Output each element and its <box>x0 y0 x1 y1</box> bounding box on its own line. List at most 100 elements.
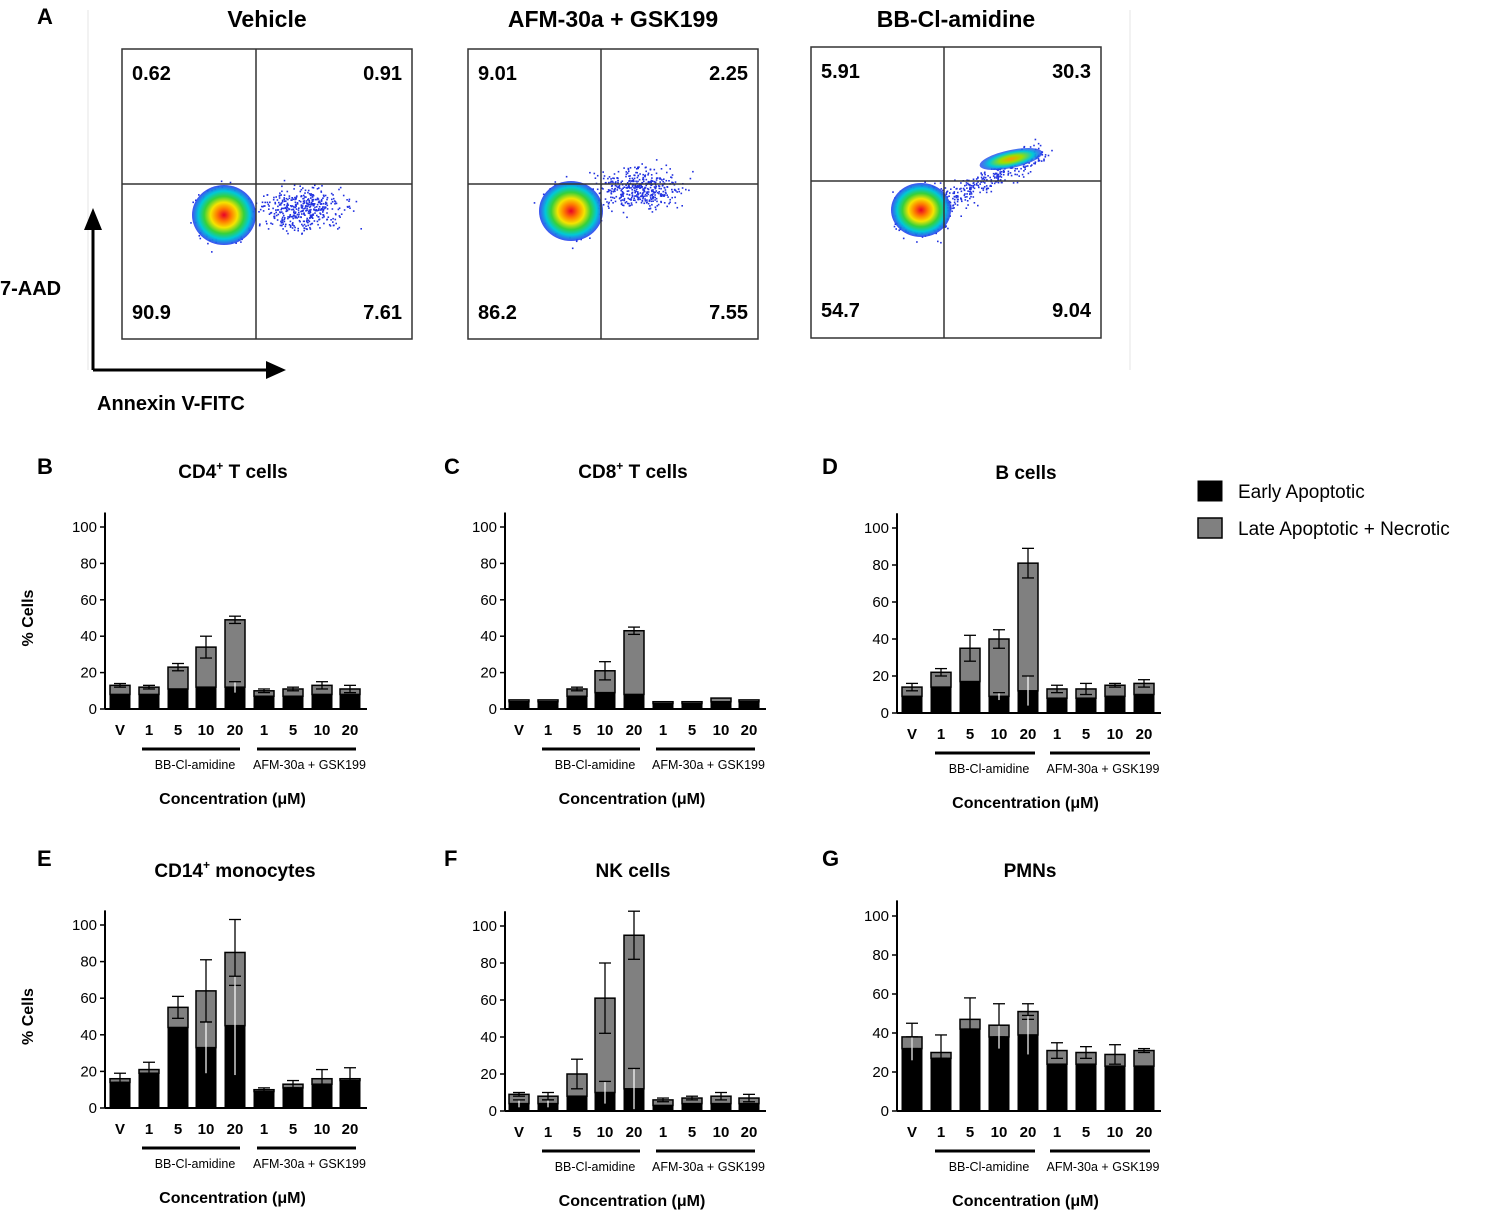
x-tick-label: 20 <box>1020 726 1037 743</box>
x-tick-label: 20 <box>1136 726 1153 743</box>
x-tick-label: 1 <box>937 726 945 743</box>
bar-early <box>1046 697 1068 714</box>
legend: Early Apoptotic Late Apoptotic + Necroti… <box>1197 480 1450 540</box>
x-tick-label: 1 <box>937 1124 945 1141</box>
panel-letter-f: F <box>444 846 457 871</box>
bar-early <box>311 1083 333 1109</box>
y-tick-label: 40 <box>872 631 889 648</box>
y-tick-label: 80 <box>480 555 497 572</box>
y-tick-label: 0 <box>89 701 97 718</box>
x-tick-label: 10 <box>1107 1124 1124 1141</box>
x-axis-label: Concentration (μM) <box>559 791 706 808</box>
bar-early <box>710 1103 732 1112</box>
bar-early <box>930 686 952 714</box>
bar-early <box>959 1028 981 1112</box>
chart-title: CD14+ monocytes <box>154 858 315 882</box>
bar-early <box>959 681 981 714</box>
x-tick-label: 1 <box>544 1124 552 1141</box>
x-tick-label: 5 <box>966 1124 974 1141</box>
x-tick-label: 10 <box>713 1124 730 1141</box>
y-tick-label: 60 <box>480 592 497 609</box>
bar-early <box>339 1080 361 1109</box>
panel-letter-a: A <box>37 4 53 29</box>
y-tick-label: 100 <box>472 918 497 935</box>
chart-title: CD8+ T cells <box>578 459 687 483</box>
chart-title: CD4+ T cells <box>178 459 287 483</box>
bar-early <box>138 1072 160 1109</box>
flow-density-hotspot <box>979 147 1043 171</box>
legend-swatch-early <box>1197 480 1223 502</box>
x-tick-label: 20 <box>227 1121 244 1138</box>
y-tick-label: 100 <box>72 917 97 934</box>
x-tick-label: 20 <box>626 1124 643 1141</box>
bar-early <box>1133 694 1155 714</box>
bar-early <box>1104 695 1126 714</box>
x-tick-label: 1 <box>1053 726 1061 743</box>
bar-late <box>623 629 645 696</box>
panel-letter-g: G <box>822 846 839 871</box>
x-tick-label: 10 <box>314 1121 331 1138</box>
bar-early <box>930 1057 952 1112</box>
y-tick-label: 0 <box>489 1103 497 1120</box>
group-label-bb: BB-Cl-amidine <box>155 758 236 772</box>
panel-letter-b: B <box>37 454 53 479</box>
bar-early <box>1104 1065 1126 1112</box>
flow-plot-frame <box>810 46 1102 339</box>
y-tick-label: 80 <box>80 954 97 971</box>
x-tick-label: 10 <box>597 722 614 739</box>
bar-early <box>901 695 923 714</box>
y-tick-label: 80 <box>872 557 889 574</box>
bar-early <box>566 1095 588 1112</box>
y-tick-label: 0 <box>881 1103 889 1120</box>
x-tick-label: 5 <box>1082 1124 1090 1141</box>
bar-early <box>282 1087 304 1109</box>
y-tick-label: 40 <box>80 628 97 645</box>
x-tick-label: 10 <box>198 1121 215 1138</box>
bar-early <box>282 695 304 710</box>
group-label-afm: AFM-30a + GSK199 <box>652 1160 765 1174</box>
x-tick-label: 5 <box>1082 726 1090 743</box>
flow-plot-2: AFM-30a + GSK199 9.01 2.25 86.2 7.55 <box>467 6 759 340</box>
group-label-afm: AFM-30a + GSK199 <box>253 1157 366 1171</box>
flow-quadrant-ll: 54.7 <box>821 300 860 322</box>
panel-letter-d: D <box>822 454 838 479</box>
y-tick-label: 40 <box>480 628 497 645</box>
y-tick-label: 40 <box>80 1027 97 1044</box>
flow-quadrant-lr: 7.55 <box>709 302 748 324</box>
flow-plot-frame <box>121 48 413 340</box>
flow-plot-1: Vehicle 0.62 0.91 90.9 7.61 <box>121 6 413 340</box>
bar-early <box>681 703 703 710</box>
x-tick-label: 20 <box>227 722 244 739</box>
x-axis-label: Concentration (μM) <box>952 1193 1099 1210</box>
y-tick-label: 20 <box>80 665 97 682</box>
x-axis-label: Concentration (μM) <box>559 1193 706 1210</box>
x-tick-label: 10 <box>991 726 1008 743</box>
group-label-bb: BB-Cl-amidine <box>949 1160 1030 1174</box>
y-tick-label: 20 <box>480 665 497 682</box>
group-label-bb: BB-Cl-amidine <box>555 1160 636 1174</box>
flow-density-core <box>192 185 256 245</box>
y-tick-label: 80 <box>480 955 497 972</box>
bar-early <box>681 1103 703 1112</box>
y-tick-label: 20 <box>872 1064 889 1081</box>
x-tick-label: 10 <box>713 722 730 739</box>
bar-early <box>566 695 588 710</box>
y-tick-label: 80 <box>872 947 889 964</box>
y-tick-label: 40 <box>480 1029 497 1046</box>
bar-early <box>652 703 674 710</box>
x-tick-label: 5 <box>966 726 974 743</box>
chart-title: NK cells <box>596 861 671 882</box>
flow-x-axis-label: Annexin V-FITC <box>97 393 245 415</box>
x-tick-label: 20 <box>626 722 643 739</box>
x-tick-label: 5 <box>688 722 696 739</box>
bar-early <box>710 701 732 710</box>
flow-quadrant-ur: 0.91 <box>363 63 402 85</box>
bar-early <box>109 1081 131 1109</box>
x-tick-label: 1 <box>260 722 268 739</box>
x-tick-label: 1 <box>145 722 153 739</box>
bar-early <box>167 1026 189 1109</box>
x-tick-label: 5 <box>573 722 581 739</box>
